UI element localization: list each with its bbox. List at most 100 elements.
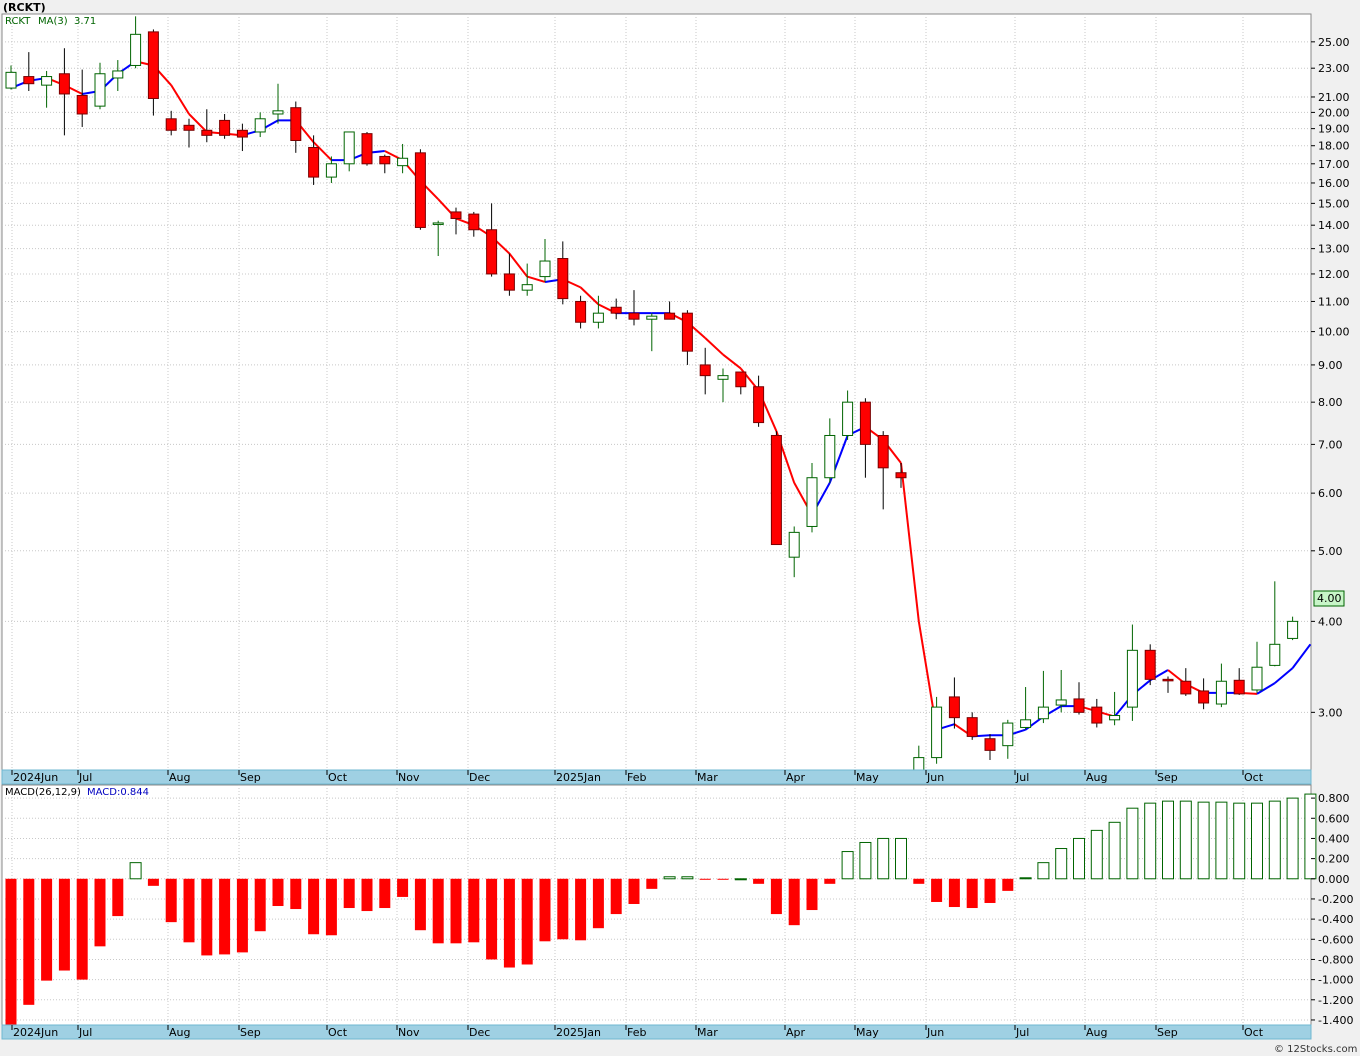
candle-body bbox=[681, 312, 693, 352]
candle bbox=[112, 60, 124, 92]
candle bbox=[486, 203, 498, 277]
candle bbox=[895, 463, 907, 488]
candle-body bbox=[664, 312, 676, 320]
ma3-segment bbox=[508, 252, 528, 278]
time-tick-label: Aug bbox=[1086, 771, 1107, 784]
time-tick-label: Jul bbox=[78, 1026, 92, 1039]
candlesticks bbox=[5, 16, 1299, 779]
candle-body bbox=[717, 375, 729, 380]
macd-bar bbox=[94, 878, 106, 947]
time-tick-label: 2024Jun bbox=[13, 1026, 58, 1039]
candle bbox=[681, 310, 693, 365]
price-tick-label: 18.00 bbox=[1318, 140, 1350, 153]
price-tick-label: 9.00 bbox=[1318, 359, 1343, 372]
candle-body bbox=[966, 717, 978, 737]
candle bbox=[1002, 719, 1014, 759]
time-tick-label: Sep bbox=[1157, 1026, 1178, 1039]
candle bbox=[361, 131, 373, 166]
candle-body bbox=[1002, 722, 1014, 747]
price-tick-label: 23.00 bbox=[1318, 62, 1350, 75]
macd-bar bbox=[486, 878, 498, 960]
candle bbox=[770, 431, 782, 546]
macd-bar bbox=[966, 878, 978, 909]
candle bbox=[432, 220, 444, 257]
candle bbox=[147, 29, 159, 116]
candle-body bbox=[1233, 679, 1245, 695]
price-axis: 25.00 23.00 21.00 20.00 19.00 18.00 17.00 16.00… bbox=[1311, 36, 1350, 719]
copyright-footer: © 12Stocks.com bbox=[1274, 1044, 1357, 1055]
macd-bar bbox=[841, 851, 854, 880]
ma3-segment bbox=[1274, 667, 1294, 684]
macd-bar bbox=[628, 878, 640, 904]
macd-time-axis: 2024Jun Jul Aug Sep Oct Nov Dec 2025Jan Feb Mar Ap… bbox=[11, 1025, 1264, 1039]
macd-bar bbox=[646, 878, 658, 889]
time-tick-label: Jul bbox=[78, 771, 92, 784]
candle bbox=[646, 313, 658, 352]
candle bbox=[1233, 668, 1245, 695]
price-tick-label: 7.00 bbox=[1318, 438, 1343, 451]
ma3-segment bbox=[900, 462, 920, 622]
ma3-segment bbox=[312, 141, 333, 161]
candle-body bbox=[824, 434, 836, 479]
macd-bar bbox=[343, 878, 355, 909]
time-tick-label: Oct bbox=[328, 1026, 348, 1039]
candle-body bbox=[290, 107, 302, 141]
macd-bar bbox=[1197, 801, 1210, 880]
candle-body bbox=[432, 222, 444, 225]
time-tick-label: Nov bbox=[398, 771, 420, 784]
ma3-segment bbox=[526, 275, 546, 283]
candle bbox=[1144, 644, 1156, 686]
last-price-label: 4.00 bbox=[1317, 592, 1342, 605]
candle bbox=[76, 69, 88, 127]
candle-body bbox=[201, 129, 213, 136]
price-tick-label: 6.00 bbox=[1318, 487, 1343, 500]
macd-bar bbox=[1179, 800, 1192, 880]
price-tick-label: 13.00 bbox=[1318, 243, 1350, 256]
candle bbox=[824, 418, 836, 483]
time-tick-label: Oct bbox=[328, 771, 348, 784]
price-tick-label: 14.00 bbox=[1318, 219, 1350, 232]
macd-bar bbox=[1126, 807, 1139, 880]
macd-bar bbox=[734, 878, 747, 881]
macd-bar bbox=[717, 878, 729, 880]
time-tick-label: 2025Jan bbox=[556, 1026, 601, 1039]
time-tick-label: Feb bbox=[627, 1026, 646, 1039]
candle-body bbox=[41, 76, 53, 86]
time-tick-label: Sep bbox=[240, 1026, 261, 1039]
candle-body bbox=[130, 33, 142, 66]
time-tick-label: Aug bbox=[169, 771, 190, 784]
candle bbox=[806, 463, 818, 533]
macd-bar bbox=[1233, 802, 1246, 880]
macd-tick-label: -0.200 bbox=[1318, 893, 1353, 906]
time-tick-label: Sep bbox=[240, 771, 261, 784]
macd-bar bbox=[361, 878, 373, 912]
candle-body bbox=[521, 284, 533, 291]
macd-tick-label: -0.800 bbox=[1318, 953, 1353, 966]
macd-bar bbox=[895, 837, 907, 880]
price-tick-label: 5.00 bbox=[1318, 545, 1343, 558]
candle-body bbox=[343, 131, 355, 165]
candle bbox=[717, 368, 729, 403]
macd-bar bbox=[984, 878, 996, 903]
candle-body bbox=[1055, 699, 1067, 706]
macd-bar bbox=[201, 878, 213, 956]
candle bbox=[1162, 676, 1174, 693]
candle bbox=[557, 241, 569, 305]
time-tick-label: Jul bbox=[1015, 1026, 1029, 1039]
candle bbox=[58, 48, 70, 136]
candle-body bbox=[183, 124, 195, 131]
candle bbox=[984, 734, 996, 761]
macd-bar bbox=[450, 878, 462, 944]
candle-body bbox=[254, 118, 266, 133]
macd-bar bbox=[165, 878, 177, 923]
candle-body bbox=[165, 118, 177, 131]
candle bbox=[931, 696, 943, 764]
ma3-segment bbox=[704, 337, 724, 356]
price-time-axis: 2024Jun Jul Aug Sep Oct Nov Dec 2025Jan Feb Mar Ap… bbox=[11, 770, 1264, 784]
time-tick-label: Jul bbox=[1015, 771, 1029, 784]
candle bbox=[877, 431, 889, 510]
candle-body bbox=[486, 229, 498, 275]
candle-body bbox=[770, 434, 782, 546]
macd-bar bbox=[397, 878, 409, 897]
candle-body bbox=[147, 31, 159, 99]
